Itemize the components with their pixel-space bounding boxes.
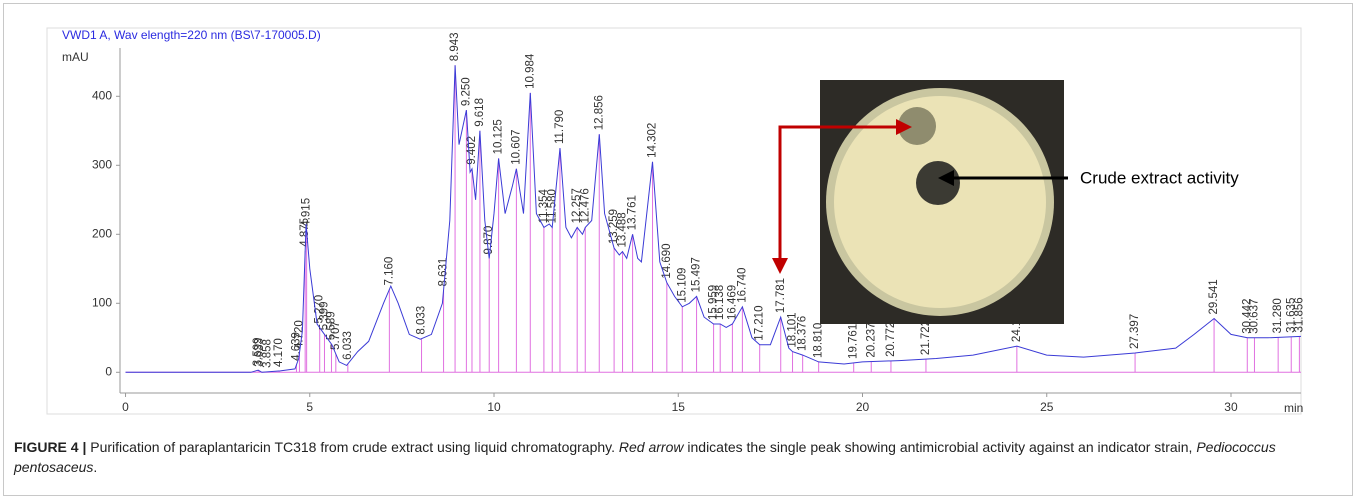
peak-label: 31.280 [1272,298,1284,333]
peak-label: 13.488 [617,212,629,247]
peak-label: 15.497 [691,257,703,292]
inhibition-zone [916,161,960,205]
peak-label: 15.109 [676,268,688,303]
peak-label: 11.354 [538,188,550,223]
peak-label: 14.690 [661,243,673,278]
peak-label: 18.810 [813,323,825,358]
peak-label: 20.772 [885,322,897,357]
y-tick-label: 200 [92,226,112,240]
x-tick-label: 15 [672,400,686,414]
x-tick-label: 25 [1040,400,1054,414]
y-tick-label: 300 [92,157,112,171]
peak-label: 19.761 [848,324,860,359]
peak-label: 17.210 [754,306,766,341]
peak-label: 30.442 [1241,299,1253,334]
red-arrow [772,119,912,274]
peak-label: 4.170 [273,338,285,367]
peak-label: 7.160 [383,257,395,286]
caption-text: . [93,459,98,475]
peak-label: 9.250 [460,77,472,106]
peak-label: 4.915 [301,198,313,227]
peak-label: 18.101 [787,312,799,347]
peak-label: 9.870 [483,226,495,255]
peak-label: 12.856 [593,95,605,130]
peak-label: 16.138 [714,285,726,320]
peak-label: 31.635 [1285,298,1297,333]
x-tick-label: 10 [487,400,501,414]
caption: FIGURE 4 | Purification of paraplantaric… [14,437,1344,477]
y-tick-label: 400 [92,88,112,102]
peak-label: 10.125 [493,119,505,154]
caption-italic: Pediococcus pentosaceus [14,439,1276,475]
peak-label: 8.033 [416,306,428,335]
peak-label: 13.761 [627,195,639,230]
red-arrowhead [772,258,788,274]
peak-label: 16.469 [726,285,738,320]
caption-text: Purification of paraplantaricin TC318 fr… [90,439,619,455]
chart: VWD1 A, Wav elength=220 nm (BS\7-170005.… [46,27,1305,415]
trace [125,65,1302,373]
peak-label: 5.399 [319,302,331,331]
x-tick-label: 20 [856,400,870,414]
peak-label: 10.984 [524,53,536,89]
red-arrowhead [896,119,912,135]
peak-label: 3.599 [252,337,264,366]
peak-label: 9.618 [474,98,486,127]
peak-label: 5.589 [326,311,338,340]
y-axis-label: mAU [62,50,89,64]
peak-label: 12.257 [571,188,583,223]
peak-label: 14.302 [647,123,659,158]
figure [3,3,1353,496]
peak-label: 10.607 [510,130,522,165]
y-tick-label: 0 [105,364,112,378]
peak-label: 11.790 [554,110,566,144]
peak-label: 5.270 [314,295,326,324]
caption-label: FIGURE 4 | [14,439,87,455]
inhibition-zone [898,107,936,145]
caption-italic: Red arrow [618,439,684,455]
x-tick-label: 30 [1224,400,1238,414]
chart-title: VWD1 A, Wav elength=220 nm (BS\7-170005.… [62,28,321,42]
peak-label: 30.637 [1248,299,1260,334]
peak-label: 4.875 [299,218,311,247]
peak-label: 31.856 [1293,297,1305,332]
x-axis-label: min [1284,401,1303,415]
peak-label: 11.580 [546,189,558,223]
peak-label: 12.476 [579,188,591,223]
frame [46,27,1302,415]
peak-label: 21.722 [920,320,932,355]
peak-label: 27.397 [1129,314,1141,349]
peak-label: 6.033 [342,331,354,360]
peak-label: 17.781 [775,278,787,313]
x-tick-label: 5 [306,400,313,414]
peak-label: 13.259 [608,209,620,244]
x-tick-label: 0 [122,400,129,414]
peak-label: 29.541 [1208,279,1220,314]
y-tick-label: 100 [92,295,112,309]
peak-label: 5.707 [330,321,342,350]
caption-text: indicates the single peak showing antimi… [683,439,1197,455]
peak-label: 3.633 [253,338,265,367]
annotation: Crude extract activity [1080,168,1239,187]
peak-label: 16.740 [736,268,748,303]
peak-label: 8.943 [449,32,461,61]
red-arrow-line [778,125,900,262]
peak-label: 3.858 [262,339,274,368]
peak-label: 20.237 [865,322,877,357]
peak-label: 4.720 [293,320,305,349]
black-arrowhead [938,170,954,186]
peak-label: 18.376 [797,316,809,351]
inset-photo [820,80,1064,324]
peak-label: 8.631 [438,258,450,287]
peak-label: 15.959 [708,285,720,320]
